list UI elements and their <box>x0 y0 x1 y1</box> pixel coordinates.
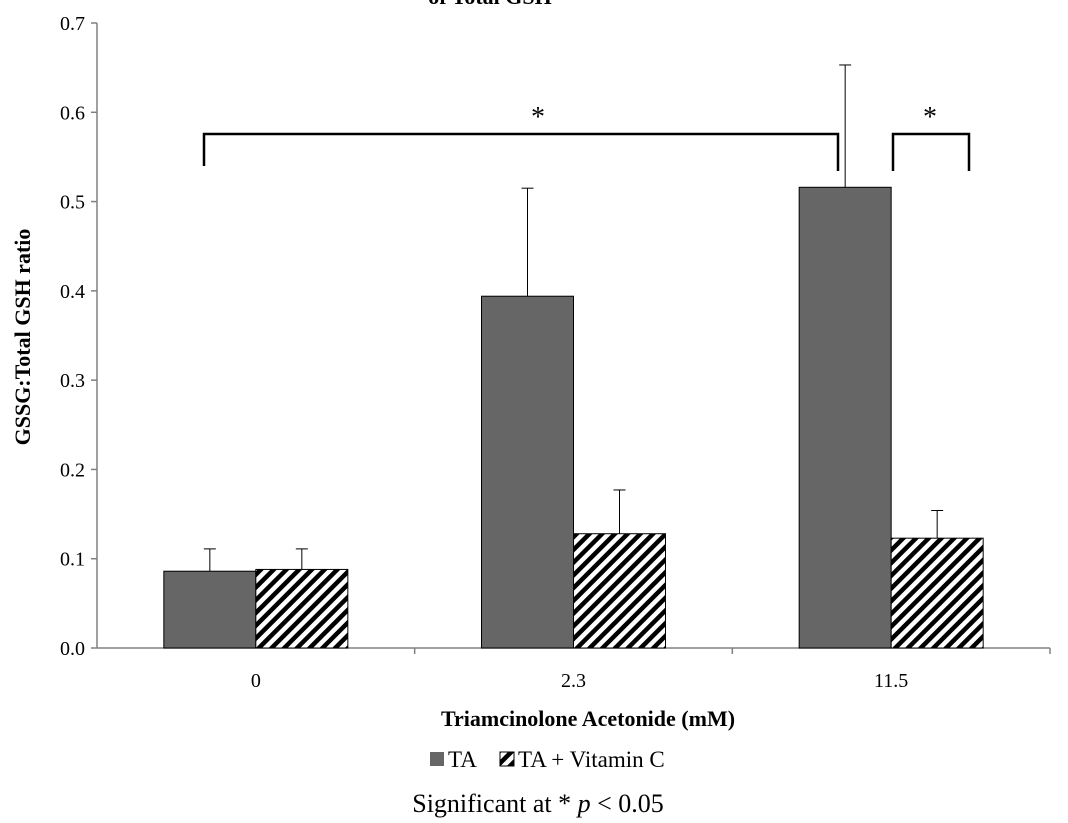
significance-star: * <box>531 102 545 133</box>
x-ticks: 0 2.3 11.5 <box>251 648 1051 692</box>
legend-label-ta-vitamin-c: TA + Vitamin C <box>518 747 665 772</box>
legend-swatch-ta-vitamin-c <box>499 751 515 767</box>
y-tick-label: 0.1 <box>60 549 85 571</box>
x-tick-label: 11.5 <box>874 670 908 692</box>
bar-ta-vitamin-c-1 <box>573 533 666 649</box>
bar-ta-0 <box>163 570 257 649</box>
y-tick-label: 0.3 <box>60 370 85 392</box>
bar-ta-vitamin-c-0 <box>255 568 349 649</box>
y-tick-label: 0.4 <box>60 281 85 303</box>
significance-footnote: Significant at * p < 0.05 <box>412 789 664 818</box>
y-tick-label: 0.0 <box>60 638 85 660</box>
error-bars <box>203 64 944 572</box>
bars <box>163 186 984 649</box>
x-tick-label: 0 <box>251 670 261 692</box>
significance-star: * <box>923 102 937 133</box>
y-tick-label: 0.5 <box>60 192 85 214</box>
x-axis-label: Triamcinolone Acetonide (mM) <box>441 706 735 731</box>
y-axis-label: GSSG:Total GSH ratio <box>10 229 35 446</box>
bar-ta-vitamin-c-2 <box>890 537 984 649</box>
legend-swatch-ta <box>430 752 444 766</box>
significance-bracket-ta-vs-vitc-11.5 <box>891 132 971 171</box>
y-tick-label: 0.7 <box>60 13 85 35</box>
y-tick-label: 0.6 <box>60 102 85 124</box>
y-tick-label: 0.2 <box>60 459 85 481</box>
legend: TA TA + Vitamin C <box>430 747 665 772</box>
significance-brackets: * * <box>202 102 971 171</box>
bar-ta-2 <box>798 186 892 649</box>
x-tick-label: 2.3 <box>561 670 586 692</box>
significance-bracket-0-vs-11.5 <box>202 132 840 171</box>
y-ticks: 0.0 0.1 0.2 0.3 0.4 0.5 0.6 0.7 <box>60 13 97 660</box>
chart-title: of Total GSH <box>428 0 551 9</box>
bar-ta-1 <box>481 295 574 649</box>
legend-label-ta: TA <box>448 747 477 772</box>
